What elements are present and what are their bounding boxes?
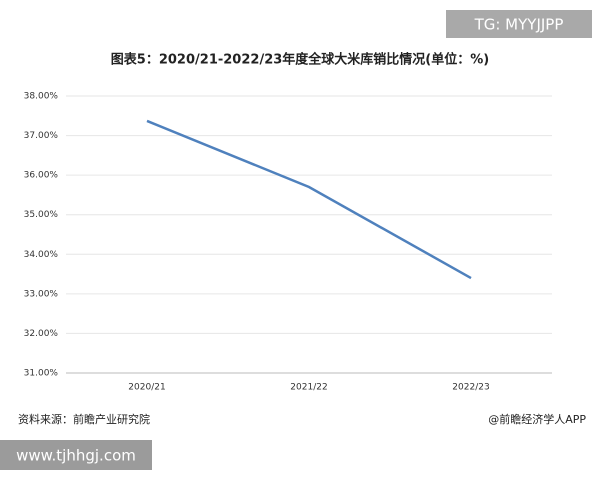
y-tick-label: 33.00% (24, 289, 59, 299)
y-tick-label: 32.00% (24, 329, 59, 339)
y-tick-label: 34.00% (24, 250, 59, 260)
overlay-tag: TG: MYYJJPP (474, 16, 564, 34)
y-tick-label: 36.00% (24, 171, 59, 181)
y-tick-label: 35.00% (24, 210, 59, 220)
overlay-url: www.tjhhgj.com (16, 447, 136, 465)
tag-box (446, 10, 592, 38)
x-tick-label: 2022/23 (452, 383, 489, 393)
y-tick-label: 31.00% (24, 369, 59, 379)
line (146, 119, 472, 280)
credit: @前瞻经济学人APP (488, 412, 586, 426)
x-tick-label: 2021/22 (290, 383, 327, 393)
x-tick-label: 2020/21 (128, 383, 165, 393)
url-box (0, 440, 152, 470)
y-tick-label: 38.00% (24, 92, 59, 102)
y-tick-label: 37.00% (24, 131, 59, 141)
source: 资料来源：前瞻产业研究院 (18, 412, 150, 426)
chart-title: 图表5：2020/21-2022/23年度全球大米库销比情况(单位：%) (111, 52, 489, 68)
